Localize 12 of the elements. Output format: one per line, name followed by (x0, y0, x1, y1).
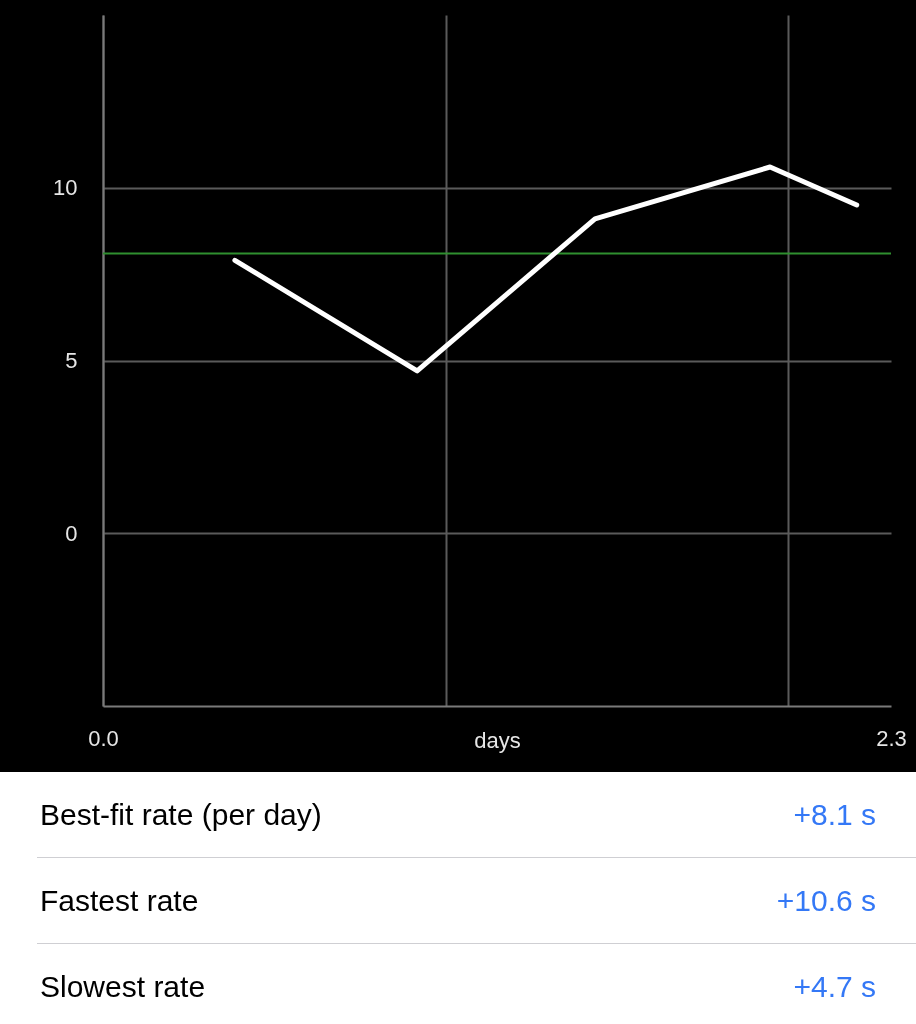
text: +10.6 s (776, 884, 876, 918)
text: Fastest rate (40, 884, 199, 918)
text: +8.1 s (793, 798, 876, 832)
y-tick-label: 10 (53, 175, 78, 201)
text: +4.7 s (793, 970, 876, 1004)
x-axis-title: days (474, 727, 521, 753)
x-tick-label: 2.3 (876, 725, 907, 751)
y-tick-label: 5 (65, 348, 78, 373)
text: Best-fit rate (per day) (40, 798, 322, 832)
text: Slowest rate (40, 970, 206, 1004)
y-tick-label: 0 (65, 520, 78, 546)
x-tick-label: 0.0 (88, 725, 119, 751)
